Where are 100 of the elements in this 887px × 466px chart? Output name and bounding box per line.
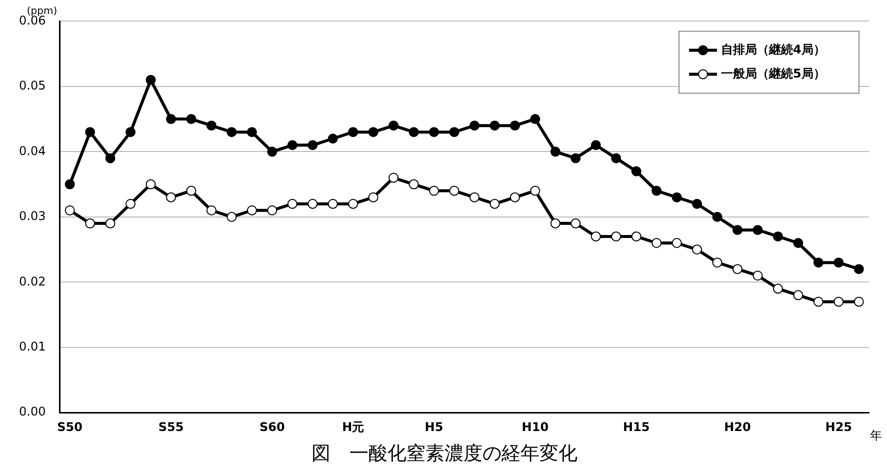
point [267,205,278,216]
point [490,120,500,131]
point [631,166,642,176]
point [550,218,560,228]
point [186,186,196,196]
point [64,205,75,216]
point [348,198,358,209]
point [590,140,601,150]
y-tick-label: 0.05 [19,78,46,93]
point [287,198,298,209]
point [854,264,864,274]
point [772,231,783,242]
point [206,205,216,216]
point [712,212,722,222]
point [166,114,176,124]
point [126,127,136,138]
point [834,296,844,307]
point [388,172,399,183]
point [692,244,702,255]
point [328,198,338,209]
point [652,186,662,196]
point [530,114,540,124]
point [206,120,216,131]
point [813,258,824,268]
point [550,146,560,157]
point [246,205,257,216]
point [146,179,156,190]
y-axis-title: (ppm) [26,6,58,17]
point [510,192,520,202]
point [590,231,601,242]
point [793,238,804,248]
x-tick-label: H元 [342,420,364,434]
x-tick-label: S50 [57,420,83,434]
x-tick-label: S55 [158,420,184,434]
point [408,179,419,190]
point [105,218,116,228]
point [105,153,116,164]
point [429,186,440,196]
point [226,127,237,138]
legend-label: 自排局（継続4局） [721,42,826,56]
point [267,146,278,157]
point [793,290,804,300]
y-tick-label: 0.03 [19,209,46,224]
point [854,296,864,307]
text: 図 一酸化窒素濃度の経年変化 [311,442,578,464]
x-tick-label: H5 [424,420,444,434]
point [752,224,763,235]
point [712,258,722,268]
point [570,218,581,228]
point [287,140,298,150]
x-tick-label: H20 [724,420,751,434]
point [732,264,742,274]
point [166,192,176,202]
x-axis-title: 年 [870,428,882,443]
point [429,127,440,138]
point [834,258,844,268]
point [611,231,622,242]
y-tick-label: 0.04 [19,144,46,158]
point [570,153,581,164]
point [126,198,136,209]
point [469,120,480,131]
point [85,218,96,228]
point [813,296,824,307]
point [631,231,642,242]
point [510,120,520,131]
point [368,127,378,138]
point [308,140,318,150]
point [652,238,662,248]
point [348,127,358,138]
point [226,212,237,222]
point [64,179,75,190]
point [308,198,318,209]
y-tick-label: 0.01 [19,339,46,354]
point [530,186,540,196]
x-tick-label: H15 [622,420,650,434]
point [672,192,682,202]
point [368,192,378,202]
point [672,238,682,248]
y-tick-label: 0.02 [19,274,46,288]
y-tick-label: 0.00 [19,404,46,419]
point [388,120,399,131]
x-tick-label: S60 [259,420,285,434]
point [408,127,419,138]
x-tick-label: H25 [825,420,852,434]
point [146,74,156,85]
point [772,284,783,294]
point [246,127,257,138]
point [449,127,460,138]
point [692,198,702,209]
point [449,186,460,196]
point [611,153,622,164]
point [328,134,338,144]
point [752,270,763,281]
point [186,114,196,124]
point [85,127,96,138]
point [732,224,742,235]
point [469,192,480,202]
legend-label: 一般局（継続5局） [721,66,826,80]
point [490,198,500,209]
x-tick-label: H10 [522,420,549,434]
